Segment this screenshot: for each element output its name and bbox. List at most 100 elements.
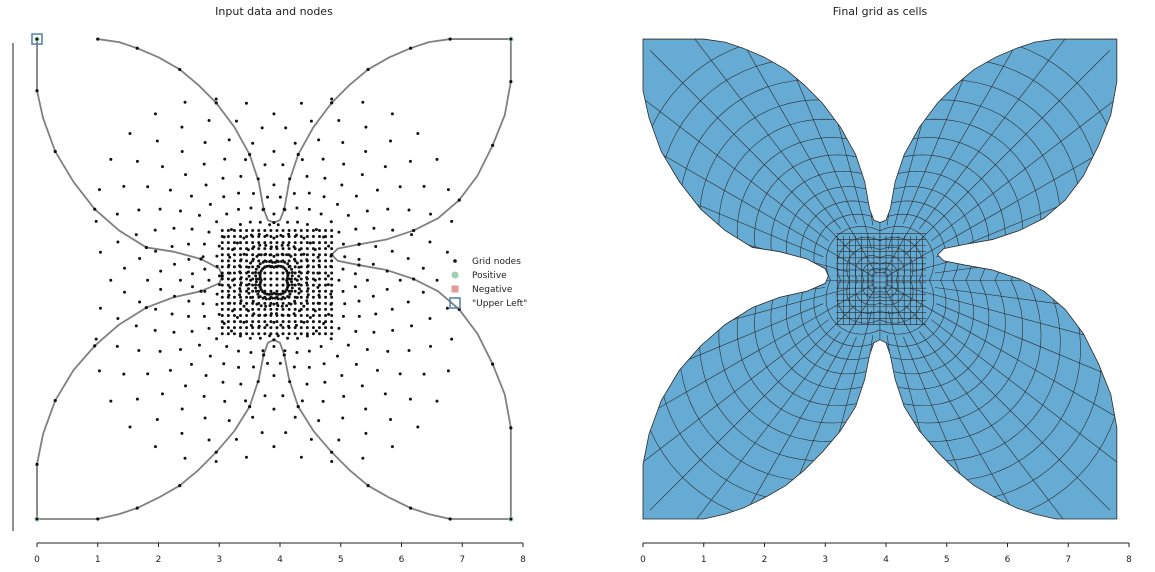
grid-node-point <box>341 314 345 318</box>
grid-node-point <box>299 253 303 257</box>
grid-node-point <box>263 277 267 281</box>
grid-node-point <box>239 241 243 245</box>
grid-node-point <box>354 194 358 198</box>
grid-node-point <box>238 334 242 338</box>
grid-node-point <box>135 159 139 163</box>
grid-node-point <box>158 349 162 353</box>
grid-node-point <box>223 157 227 161</box>
grid-node-point <box>220 289 224 293</box>
boundary-node-point <box>199 257 203 261</box>
grid-node-point <box>324 228 328 232</box>
grid-node-point <box>251 253 255 257</box>
boundary-node-point <box>409 506 413 510</box>
grid-node-point <box>308 315 312 319</box>
grid-node-point <box>190 285 194 289</box>
grid-node-point <box>299 295 303 299</box>
grid-node-point <box>299 277 303 281</box>
grid-node-point <box>203 289 207 293</box>
grid-node-point <box>184 173 188 177</box>
grid-node-point <box>421 266 425 270</box>
grid-node-point <box>386 349 390 353</box>
grid-node-point <box>268 223 272 227</box>
right-x-tick-label: 1 <box>701 555 707 565</box>
grid-node-point <box>311 326 315 330</box>
grid-node-point <box>259 304 263 308</box>
grid-node-point <box>300 158 304 162</box>
grid-node-point <box>275 271 279 275</box>
grid-node-point <box>329 337 333 341</box>
grid-node-point <box>263 228 267 232</box>
grid-node-point <box>311 283 315 287</box>
grid-node-point <box>207 326 211 330</box>
grid-node-point <box>407 348 411 352</box>
grid-node-point <box>281 163 285 167</box>
grid-node-point <box>281 277 285 281</box>
grid-node-point <box>293 320 297 324</box>
grid-node-point <box>207 278 211 282</box>
grid-node-point <box>290 283 294 287</box>
grid-node-point <box>280 243 284 247</box>
grid-node-point <box>257 307 261 311</box>
grid-node-point <box>146 185 150 189</box>
right-x-tick-label: 7 <box>1065 555 1071 565</box>
grid-node-point <box>263 247 267 251</box>
grid-node-point <box>297 291 301 295</box>
grid-node-point <box>435 157 439 161</box>
grid-node-point <box>269 271 273 275</box>
grid-node-point <box>232 271 236 275</box>
grid-node-point <box>375 188 379 192</box>
grid-node-point <box>263 332 267 336</box>
grid-node-point <box>122 372 126 376</box>
boundary-node-point <box>412 277 416 281</box>
grid-node-point <box>232 301 236 305</box>
grid-node-point <box>220 307 224 311</box>
grid-node-point <box>254 289 258 293</box>
grid-node-point <box>228 255 232 259</box>
grid-node-point <box>389 139 393 143</box>
grid-node-point <box>324 320 328 324</box>
grid-node-point <box>293 241 297 245</box>
right-chart-title: Final grid as cells <box>833 5 928 18</box>
grid-node-point <box>311 289 315 293</box>
cell-spoke-line <box>936 303 1117 398</box>
grid-node-point <box>137 348 141 352</box>
grid-node-point <box>257 320 261 324</box>
cell-spoke-line <box>934 243 1117 274</box>
grid-node-point <box>257 289 261 293</box>
grid-node-point <box>330 235 334 239</box>
grid-node-point <box>263 326 267 330</box>
grid-node-point <box>248 336 252 340</box>
grid-node-point <box>98 250 102 254</box>
grid-node-point <box>294 323 298 327</box>
grid-node-point <box>342 394 346 398</box>
grid-node-point <box>337 119 341 123</box>
grid-node-point <box>235 241 239 245</box>
grid-node-point <box>299 301 303 305</box>
grid-node-point <box>263 307 267 311</box>
grid-node-point <box>257 313 261 317</box>
grid-node-point <box>285 288 289 292</box>
grid-node-point <box>247 265 251 269</box>
grid-node-point <box>257 259 261 263</box>
grid-node-point <box>251 265 255 269</box>
grid-node-point <box>245 277 249 281</box>
grid-node-point <box>278 195 282 199</box>
legend-label: "Upper Left" <box>472 299 527 309</box>
grid-node-point <box>172 226 176 230</box>
grid-node-point <box>232 326 236 330</box>
grid-node-point <box>286 243 290 247</box>
grid-node-point <box>251 141 255 145</box>
grid-node-point <box>323 176 327 180</box>
grid-node-point <box>272 407 276 411</box>
grid-node-point <box>128 131 132 135</box>
grid-node-point <box>251 228 255 232</box>
grid-node-point <box>324 307 328 311</box>
grid-node-point <box>305 332 309 336</box>
grid-node-point <box>290 274 294 278</box>
grid-node-point <box>287 247 291 251</box>
grid-node-point <box>183 456 187 460</box>
grid-node-point <box>226 295 230 299</box>
grid-node-point <box>354 362 358 366</box>
grid-node-point <box>317 247 321 251</box>
grid-node-point <box>187 314 191 318</box>
